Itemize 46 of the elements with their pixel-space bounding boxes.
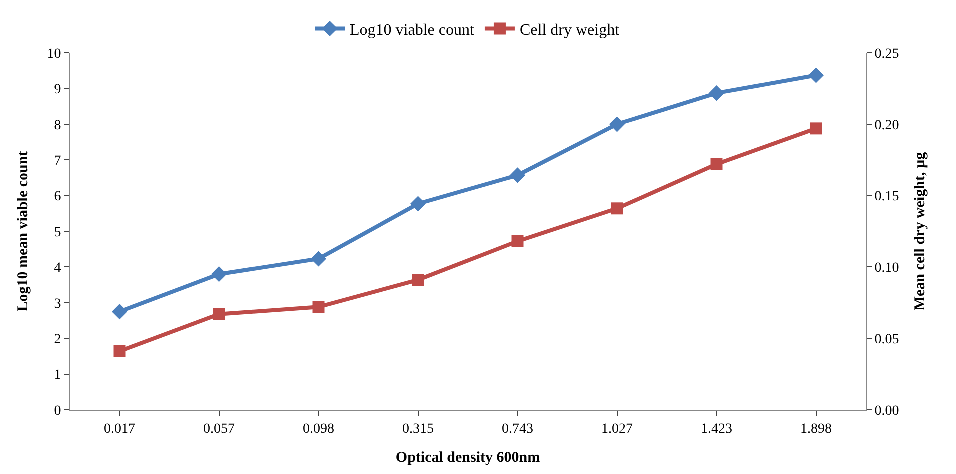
y-tick-label: 10	[47, 46, 62, 62]
x-tick-label: 1.423	[701, 422, 732, 437]
y-tick-label: 1	[54, 368, 62, 384]
y2-tick-label: 0.00	[874, 404, 900, 419]
point	[512, 236, 524, 248]
y-tick-label: 7	[54, 154, 62, 169]
x-tick-label: 0.315	[402, 422, 434, 437]
point	[611, 202, 624, 215]
x-tick-label: 0.017	[104, 422, 136, 437]
point	[609, 116, 626, 132]
y2-tick-label: 0.15	[874, 190, 900, 205]
y2-tick-label: 0.05	[874, 332, 900, 348]
y-tick-label: 9	[54, 82, 62, 98]
point	[312, 301, 325, 314]
y2-tick-label: 0.10	[874, 261, 900, 276]
y-tick-label: 3	[54, 296, 62, 312]
point	[410, 196, 426, 212]
y2-axis-title: Mean cell dry weight, µg	[912, 152, 928, 311]
point	[808, 68, 824, 84]
point	[112, 304, 128, 320]
point	[310, 251, 327, 267]
point	[810, 122, 822, 135]
x-tick-label: 0.743	[502, 422, 534, 437]
x-tick-label: 1.027	[602, 422, 633, 437]
legend-label: Log10 viable count	[350, 22, 475, 39]
x-axis-title: Optical density 600nm	[396, 450, 541, 466]
y-tick-label: 0	[54, 404, 62, 419]
point	[114, 345, 126, 358]
point	[211, 266, 228, 282]
x-tick-label: 0.098	[303, 422, 334, 437]
y-axis-title: Log10 mean viable count	[15, 151, 32, 312]
y2-tick-label: 0.20	[874, 118, 900, 134]
point	[412, 274, 424, 286]
y-tick-label: 2	[54, 332, 62, 348]
point	[708, 86, 725, 102]
y-tick-label: 8	[54, 118, 62, 134]
point	[510, 168, 526, 184]
point	[710, 158, 723, 170]
y2-tick-label: 0.25	[874, 46, 900, 62]
y-tick-label: 4	[54, 261, 62, 276]
x-tick-label: 0.057	[204, 422, 235, 437]
x-tick-label: 1.898	[800, 422, 832, 437]
point	[213, 308, 226, 320]
legend-label: Cell dry weight	[520, 22, 620, 39]
y-tick-label: 6	[54, 190, 62, 205]
y-tick-label: 5	[54, 225, 62, 240]
